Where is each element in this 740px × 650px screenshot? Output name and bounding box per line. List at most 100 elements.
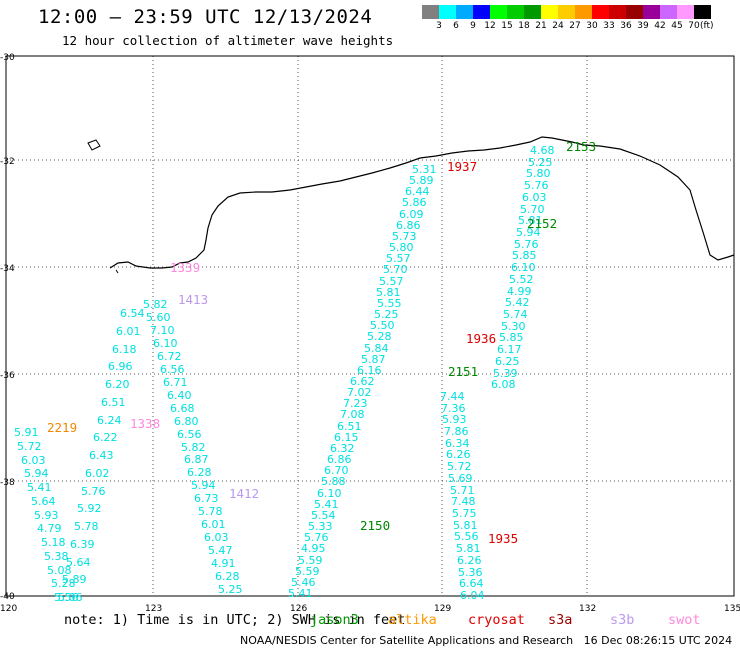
swh-value: 7.48 (451, 495, 476, 508)
color-swatch (643, 5, 660, 19)
swh-value: 5.39 (493, 367, 518, 380)
pass-time-label: 2150 (360, 518, 391, 533)
swh-value: 5.52 (509, 273, 534, 286)
swh-value: 5.71 (450, 484, 475, 497)
swh-value: 5.70 (520, 203, 545, 216)
swh-value: 7.02 (347, 386, 372, 399)
swh-value: 5.81 (518, 214, 543, 227)
longitude-label: 135 (724, 604, 740, 614)
color-swatch (609, 5, 626, 19)
swh-value: 5.72 (447, 460, 472, 473)
swh-value: 5.82 (143, 298, 168, 311)
swh-value: 6.01 (201, 518, 226, 531)
color-swatch (422, 5, 439, 19)
swh-value: 5.85 (512, 249, 537, 262)
credit-line: NOAA/NESDIS Center for Satellite Applica… (240, 634, 733, 647)
swh-value: 6.10 (511, 261, 536, 274)
swh-value: 5.86 (402, 196, 427, 209)
swh-value: 5.28 (367, 330, 392, 343)
swh-value: 5.94 (516, 226, 541, 239)
swh-value: 6.39 (70, 538, 95, 551)
pass-time-label: 1338 (130, 416, 161, 431)
swh-value: 6.86 (396, 219, 421, 232)
swh-value: 6.26 (457, 554, 482, 567)
swh-value: 6.87 (184, 453, 209, 466)
color-swatch (626, 5, 643, 19)
legend-item-s3b: s3b (610, 612, 635, 628)
swh-value: 5.25 (218, 583, 243, 596)
color-scale-label: 6 (453, 21, 459, 31)
swh-value: 5.08 (47, 564, 72, 577)
color-scale-label: 27 (569, 21, 581, 31)
swh-value: 5.88 (321, 475, 346, 488)
color-scale-label: 30 (586, 21, 598, 31)
swh-value: 5.64 (31, 495, 56, 508)
swh-value: 7.36 (441, 402, 466, 415)
swh-value: 5.81 (376, 286, 401, 299)
latitude-label: -32 (0, 157, 15, 167)
swh-value: 6.51 (337, 420, 362, 433)
swh-value: 5.76 (81, 485, 106, 498)
swh-value: 6.10 (317, 487, 342, 500)
swh-value: 5.25 (528, 156, 553, 169)
swh-value: 5.80 (389, 241, 414, 254)
swh-value: 5.76 (514, 238, 539, 251)
pass-time-label: 2152 (527, 216, 558, 231)
swh-value: 6.73 (194, 492, 219, 505)
swh-value: 6.28 (187, 466, 212, 479)
pass-time-label: 1935 (488, 531, 519, 546)
swh-value: 6.26 (446, 448, 471, 461)
legend-item-s3a: s3a (548, 612, 573, 628)
legend-item-altika: altika (388, 612, 437, 628)
swh-value: 6.62 (350, 375, 375, 388)
swh-value: 5.78 (198, 505, 223, 518)
swh-value: 6.96 (108, 360, 133, 373)
color-swatch (473, 5, 490, 19)
swh-value: 5.85 (499, 331, 524, 344)
color-scale-label: 70 (688, 21, 700, 31)
swh-value: 5.82 (181, 441, 206, 454)
swh-value: 6.56 (160, 363, 185, 376)
color-scale-label: 33 (603, 21, 615, 31)
swh-value: 5.93 (34, 509, 59, 522)
color-scale-label: 45 (671, 21, 683, 31)
latitude-label: -36 (0, 371, 15, 381)
pass-time-label: 2151 (448, 364, 479, 379)
swh-value: 7.10 (150, 324, 175, 337)
swh-value: 6.20 (105, 378, 130, 391)
color-scale-label: 39 (637, 21, 649, 31)
color-scale-label: 18 (518, 21, 530, 31)
swh-value: 5.76 (524, 179, 549, 192)
color-scale-label: 15 (501, 21, 513, 31)
swh-value: 5.81 (456, 542, 481, 555)
swh-value: 6.01 (116, 325, 141, 338)
map-frame (5, 55, 735, 597)
color-swatch (677, 5, 694, 19)
swh-value: 6.56 (177, 428, 202, 441)
swh-value: 6.80 (174, 415, 199, 428)
swh-value: 5.72 (17, 440, 42, 453)
color-swatch (592, 5, 609, 19)
swh-value: 5.74 (503, 308, 528, 321)
graticule (6, 56, 734, 596)
color-scale-label: 24 (552, 21, 564, 31)
color-swatch (541, 5, 558, 19)
swh-value: 6.03 (204, 531, 229, 544)
color-swatch (575, 5, 592, 19)
swh-value: 6.28 (215, 570, 240, 583)
pass-time-label: 1937 (447, 159, 478, 174)
swh-value: 5.59 (298, 554, 323, 567)
latitude-label: -34 (0, 264, 15, 274)
swh-value: 6.02 (85, 467, 110, 480)
swh-value: 6.08 (491, 378, 516, 391)
swh-value: 5.89 (409, 174, 434, 187)
color-swatch (524, 5, 541, 19)
swh-value: 5.41 (314, 498, 339, 511)
swh-value: 5.50 (370, 319, 395, 332)
swh-value: 5.89 (62, 573, 87, 586)
swh-value: 5.94 (191, 479, 216, 492)
swh-value: 6.71 (163, 376, 188, 389)
color-scale-label: 9 (470, 21, 476, 31)
island-outline (87, 139, 101, 151)
color-scale-label: 36 (620, 21, 632, 31)
